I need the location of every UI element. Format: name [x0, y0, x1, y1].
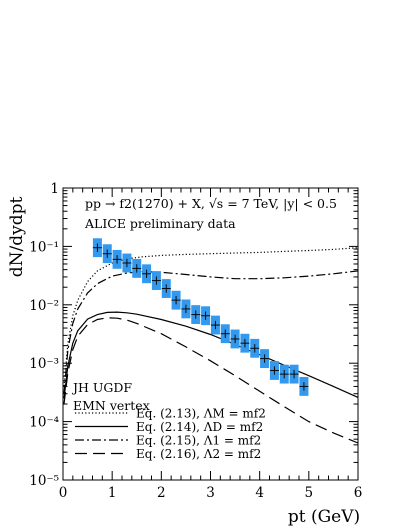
legend-label: Eq. (2.14), ΛD = mf2	[136, 420, 263, 434]
x-tick-label: 1	[108, 485, 117, 501]
chart-title: pp → f2(1270) + X, √s = 7 TeV, |y| < 0.5	[85, 196, 337, 211]
series-line-1	[63, 247, 359, 387]
y-tick-label: 10⁻⁵	[29, 473, 59, 489]
y-tick-label: 10⁻¹	[29, 239, 59, 255]
legend-label: Eq. (2.13), ΛM = mf2	[136, 407, 266, 421]
series-line-4	[63, 317, 359, 444]
x-axis-label: pt (GeV)	[288, 507, 360, 527]
chart-subtitle: ALICE preliminary data	[84, 216, 236, 231]
annotation-ugdf: JH UGDF	[71, 380, 132, 395]
y-tick-label: 10⁻³	[29, 356, 59, 372]
x-tick-label: 0	[59, 485, 68, 501]
axes-layer: 0 1 2 3 4 5 6 10⁻⁵ 10⁻⁴ 10⁻³ 10⁻² 10⁻¹ 1	[29, 181, 362, 501]
y-axis-label: dN/dydpt	[7, 197, 27, 278]
legend-label: Eq. (2.16), Λ2 = mf2	[136, 447, 261, 461]
annotation-vertex: EMN vertex	[73, 398, 150, 413]
x-tick-label: 3	[206, 485, 215, 501]
y-tick-label: 10⁻²	[29, 298, 59, 314]
x-tick-label: 2	[157, 485, 166, 501]
data-layer	[63, 238, 359, 444]
x-tick-label: 4	[255, 485, 264, 501]
x-tick-label: 5	[305, 485, 314, 501]
x-tick-label: 6	[354, 485, 363, 501]
series-line-3	[63, 270, 359, 394]
legend-label: Eq. (2.15), Λ1 = mf2	[136, 434, 261, 448]
y-tick-label: 1	[50, 181, 59, 197]
y-tick-label: 10⁻⁴	[29, 415, 59, 431]
